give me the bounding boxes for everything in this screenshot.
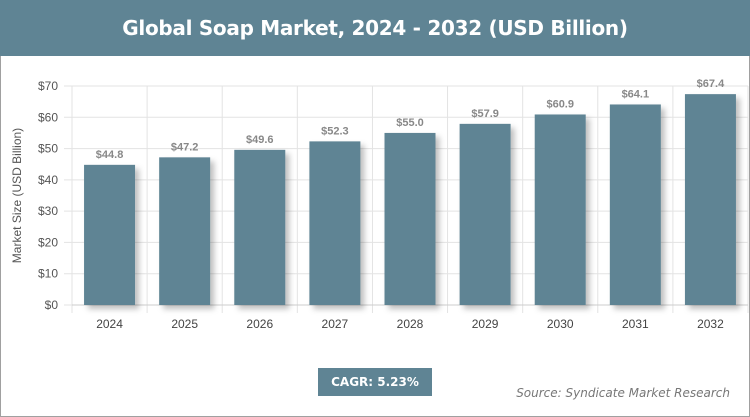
x-tick-label: 2028 (397, 317, 424, 331)
data-label: $67.4 (697, 78, 725, 90)
bar (534, 114, 586, 305)
y-tick-label: $40 (38, 173, 58, 187)
data-label: $64.1 (622, 88, 650, 100)
x-tick-label: 2029 (472, 317, 499, 331)
y-tick-label: $50 (38, 142, 58, 156)
x-tick-label: 2030 (547, 317, 574, 331)
x-tick-label: 2031 (622, 317, 649, 331)
y-axis-label: Market Size (USD Billion) (10, 128, 24, 263)
y-tick-label: $20 (38, 235, 58, 249)
x-tick-label: 2025 (171, 317, 198, 331)
y-tick-label: $60 (38, 110, 58, 124)
bar (684, 94, 736, 306)
bar (609, 104, 661, 305)
y-tick-label: $0 (45, 298, 59, 312)
data-label: $55.0 (396, 117, 424, 129)
x-tick-label: 2032 (697, 317, 724, 331)
source-note: Source: Syndicate Market Research (516, 386, 730, 400)
data-label: $52.3 (321, 125, 349, 137)
bar (309, 141, 361, 305)
y-tick-label: $30 (38, 204, 58, 218)
cagr-badge: CAGR: 5.23% (318, 368, 432, 396)
bar (234, 149, 286, 305)
data-label: $57.9 (471, 108, 499, 120)
x-tick-label: 2026 (246, 317, 273, 331)
x-tick-label: 2027 (322, 317, 349, 331)
y-tick-label: $70 (38, 79, 58, 93)
data-label: $47.2 (171, 141, 199, 153)
bar (384, 132, 436, 305)
bar (159, 157, 211, 305)
bar (84, 164, 136, 305)
data-label: $60.9 (546, 98, 574, 110)
x-tick-label: 2024 (96, 317, 123, 331)
data-label: $49.6 (246, 134, 274, 146)
data-label: $44.8 (96, 149, 124, 161)
y-tick-label: $10 (38, 267, 58, 281)
bar (459, 123, 511, 305)
chart-title: Global Soap Market, 2024 - 2032 (USD Bil… (0, 0, 750, 56)
